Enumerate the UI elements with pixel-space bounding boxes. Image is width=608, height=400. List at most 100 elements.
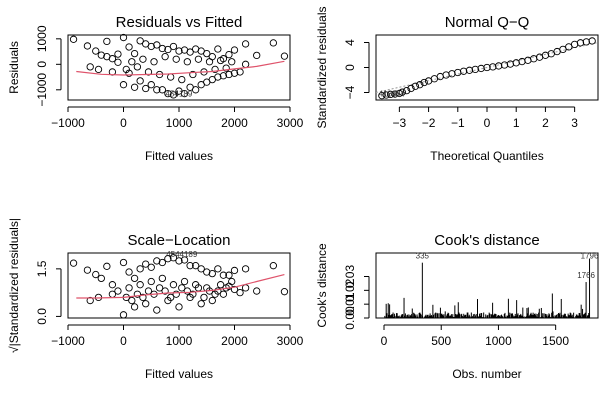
normal-qq-panel: Normal Q−Q Theoretical Quantiles Standar… [315,6,599,163]
residuals-vs-fitted-point [130,83,139,91]
residuals-vs-fitted-point [164,45,172,54]
scale-location-point [219,271,228,279]
scale-location-point [269,262,277,270]
scale-location-point [153,257,161,265]
residuals-vs-fitted-point [189,70,197,79]
scale-location-point [186,262,194,270]
residuals-vs-fitted-point [144,68,153,76]
residuals-vs-fitted-point [280,52,289,60]
residuals-vs-fitted-point [230,69,239,77]
residuals-vs-fitted-point [86,63,94,71]
normal-qq-x-tick-label: 3 [571,116,578,130]
scale-location-plot-frame [67,252,291,319]
scale-location-y-tick-label: 0.0 [35,308,49,325]
scale-location-point [130,274,139,283]
normal-qq-point [442,71,450,79]
residuals-vs-fitted-point-label: 4189 [175,90,193,99]
scale-location-x-tick-label: 3000 [277,334,304,348]
residuals-vs-fitted-point [178,75,186,84]
normal-qq-x-tick-label: −1 [451,116,465,130]
residuals-vs-fitted-x-tick-label: 2000 [221,116,248,130]
residuals-vs-fitted-point [214,45,222,53]
scale-location-point [125,268,133,276]
residuals-vs-fitted-point [180,89,189,98]
scale-location-point [203,268,211,276]
normal-qq-point [489,63,497,71]
residuals-vs-fitted-point [147,81,155,89]
residuals-vs-fitted-point [191,86,200,94]
normal-qq-point [495,62,503,70]
scale-location-point [139,293,147,302]
scale-location-point [172,290,180,298]
scale-location-point [97,274,105,283]
residuals-vs-fitted-point [169,42,178,51]
residuals-vs-fitted-point [136,77,144,85]
scale-location-point [178,284,186,292]
normal-qq-point [411,82,420,90]
scale-location-point [128,296,136,305]
residuals-vs-fitted-point [83,42,92,50]
residuals-vs-fitted-point [103,53,111,61]
normal-qq-point [407,84,415,93]
scale-location-point [119,258,128,267]
cooks-distance-point-label: 335 [416,252,430,261]
residuals-vs-fitted-x-tick-label: 3000 [277,116,304,130]
residuals-vs-fitted-title: Residuals vs Fitted [116,14,243,31]
scale-location-point [130,303,139,311]
normal-qq-point [582,38,590,46]
normal-qq-point [570,40,579,49]
residuals-vs-fitted-point [183,58,191,66]
residuals-vs-fitted-point [136,37,144,45]
scale-location-point [253,287,261,295]
residuals-vs-fitted-point [122,65,130,74]
normal-qq-point [378,91,386,100]
residuals-vs-fitted-point [216,56,225,65]
residuals-vs-fitted-point [147,42,155,51]
scale-location-point [180,277,189,286]
residuals-vs-fitted-x-tick-label: 1000 [166,116,193,130]
residuals-vs-fitted-point-label: 454 [165,90,179,99]
scale-location-point [280,288,289,296]
residuals-vs-fitted-point [241,40,250,48]
residuals-vs-fitted-point [241,60,250,68]
normal-qq-point [471,65,479,74]
residuals-vs-fitted-point [97,51,105,59]
normal-qq-point [386,90,395,99]
residuals-vs-fitted-point [186,48,194,56]
residuals-vs-fitted-point [228,58,236,66]
scale-location-point [83,266,92,274]
normal-qq-point [454,68,462,77]
scale-location-point [216,281,225,289]
scale-location-point [230,285,239,294]
normal-qq-point [398,88,406,96]
residuals-vs-fitted-point [133,63,142,71]
residuals-vs-fitted-point [205,58,214,66]
normal-qq-y-tick-label: −4 [343,85,357,99]
residuals-vs-fitted-xlabel: Fitted values [145,149,213,163]
scale-location-point [200,293,208,302]
scale-location-panel: Scale−Location Fitted values √|Standardi… [7,218,304,381]
scale-location-point [86,296,94,305]
scale-location-y-tick-label: 1.5 [35,260,49,277]
scale-location-title: Scale−Location [128,232,231,249]
normal-qq-point [500,61,509,69]
scale-location-point-label: 4544189 [166,250,198,259]
scale-location-point [225,271,233,279]
scale-location-point [136,265,144,273]
residuals-vs-fitted-point [139,55,147,63]
residuals-vs-fitted-x-tick-label: −1000 [51,116,85,130]
scale-location-point [241,265,250,273]
residuals-vs-fitted-smoother-line [76,60,285,76]
cooks-distance-x-tick-label: 1500 [542,334,569,348]
residuals-vs-fitted-y-tick-label: 0 [35,61,49,68]
scale-location-point [103,262,111,270]
residuals-vs-fitted-point [253,51,261,60]
scale-location-point [136,281,144,289]
scale-location-point [169,254,178,262]
scale-location-ylabel: √|Standardized residuals| [7,218,21,353]
normal-qq-x-tick-label: 1 [513,116,520,130]
normal-qq-point [403,86,411,95]
residuals-vs-fitted-y-tick-label: −1000 [35,73,49,107]
scale-location-point [69,259,78,267]
cooks-distance-x-tick-label: 1000 [485,334,512,348]
